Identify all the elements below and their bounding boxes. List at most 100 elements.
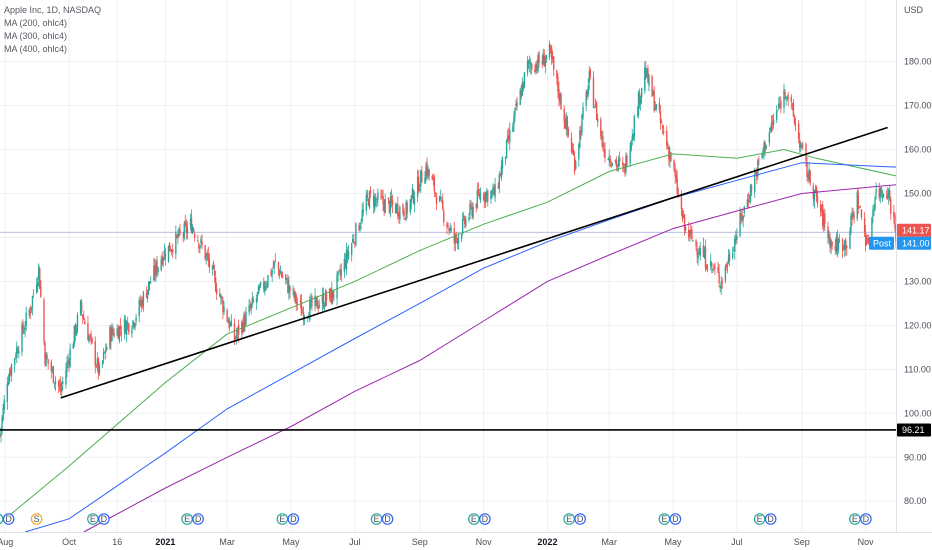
- event-marker-E[interactable]: E: [658, 513, 671, 525]
- trend-line[interactable]: [60, 126, 888, 399]
- event-marker-D[interactable]: D: [574, 513, 586, 525]
- event-marker-E[interactable]: E: [849, 513, 861, 525]
- candle-body: [743, 206, 745, 213]
- event-circle[interactable]: [98, 513, 110, 525]
- candle: [743, 205, 745, 218]
- event-circle[interactable]: [276, 513, 289, 525]
- candle-body: [322, 293, 325, 308]
- candle: [227, 317, 229, 323]
- candle: [162, 256, 164, 268]
- candle-body: [6, 384, 9, 403]
- candle-body: [874, 197, 876, 210]
- candle: [470, 200, 472, 210]
- candle: [424, 170, 426, 184]
- candle-body: [595, 102, 598, 120]
- event-marker-E[interactable]: E: [563, 513, 575, 525]
- candle-body: [52, 366, 55, 383]
- ma-200-legend[interactable]: MA (200, ohlc4): [4, 18, 68, 28]
- candle-body: [155, 262, 157, 276]
- ma-400-legend[interactable]: MA (400, ohlc4): [4, 44, 68, 54]
- candle-body: [391, 200, 394, 206]
- event-marker-D[interactable]: D: [287, 513, 300, 525]
- event-circle[interactable]: [860, 513, 872, 525]
- candle: [425, 161, 427, 183]
- event-marker-D[interactable]: D: [479, 513, 491, 525]
- event-circle[interactable]: [381, 513, 394, 525]
- event-circle[interactable]: [370, 513, 383, 525]
- candle-body: [273, 261, 275, 267]
- event-marker-D[interactable]: D: [860, 513, 872, 525]
- event-marker-D[interactable]: D: [192, 513, 204, 525]
- time-tick: Sep: [412, 537, 428, 547]
- candle: [381, 189, 383, 200]
- event-circle[interactable]: [30, 513, 43, 525]
- time-tick: 2021: [155, 537, 175, 547]
- event-marker-E[interactable]: E: [181, 513, 193, 525]
- candle-body: [204, 245, 206, 260]
- event-circle[interactable]: [468, 513, 480, 525]
- candle-body: [506, 135, 509, 140]
- candle-body: [808, 168, 810, 180]
- candle: [88, 333, 90, 344]
- candle: [786, 94, 788, 101]
- event-marker-E[interactable]: E: [87, 513, 99, 525]
- event-marker-D[interactable]: D: [764, 513, 777, 525]
- candle: [387, 197, 390, 205]
- event-circle[interactable]: [192, 513, 204, 525]
- candle: [688, 221, 690, 241]
- event-circle[interactable]: [479, 513, 491, 525]
- candle: [521, 77, 524, 97]
- candle: [270, 268, 272, 278]
- candle-body: [764, 142, 766, 151]
- ma-300-legend[interactable]: MA (300, ohlc4): [4, 31, 68, 41]
- event-circle[interactable]: [181, 513, 193, 525]
- candle: [768, 127, 771, 147]
- event-markers[interactable]: EDSEDEDEDEDEDEDEDEDED: [0, 513, 872, 525]
- candle: [369, 186, 372, 198]
- candle-body: [340, 269, 342, 277]
- event-circle[interactable]: [0, 513, 4, 525]
- candle-body: [333, 295, 335, 297]
- event-marker-E[interactable]: E: [370, 513, 383, 525]
- event-marker-E[interactable]: E: [468, 513, 480, 525]
- candle: [146, 289, 149, 303]
- event-circle[interactable]: [669, 513, 682, 525]
- candle-body: [72, 344, 74, 349]
- candle: [389, 191, 392, 218]
- price-axis[interactable]: USD80.0090.00100.00110.00120.00130.00140…: [896, 0, 932, 550]
- candle-body: [83, 317, 85, 320]
- event-marker-E[interactable]: E: [276, 513, 289, 525]
- event-letter: E: [757, 514, 763, 524]
- event-circle[interactable]: [764, 513, 777, 525]
- candle: [484, 191, 487, 209]
- candle-body: [428, 169, 430, 176]
- candle: [339, 264, 341, 281]
- candle: [560, 92, 562, 110]
- candle-body: [35, 285, 38, 292]
- event-letter: E: [852, 514, 858, 524]
- event-marker-E[interactable]: E: [0, 513, 4, 525]
- event-marker-S[interactable]: S: [30, 513, 43, 525]
- candle: [80, 298, 83, 316]
- candle: [394, 202, 397, 214]
- symbol-title[interactable]: Apple Inc, 1D, NASDAQ: [4, 5, 102, 15]
- candle-body: [802, 145, 804, 147]
- candle: [416, 169, 419, 203]
- candle-body: [29, 310, 32, 314]
- event-marker-D[interactable]: D: [381, 513, 394, 525]
- event-circle[interactable]: [574, 513, 586, 525]
- event-marker-E[interactable]: E: [753, 513, 766, 525]
- event-marker-D[interactable]: D: [2, 513, 15, 525]
- event-circle[interactable]: [287, 513, 300, 525]
- candle-body: [361, 211, 363, 222]
- event-circle[interactable]: [2, 513, 15, 525]
- trendline-drawings[interactable]: [0, 126, 896, 431]
- event-marker-D[interactable]: D: [98, 513, 110, 525]
- candle-body: [431, 175, 433, 180]
- event-marker-D[interactable]: D: [669, 513, 682, 525]
- candle: [16, 341, 18, 364]
- time-axis[interactable]: Aug Oct 16 2021 Mar May Jul Sep Nov 2022 Mar May Jul…: [0, 532, 932, 550]
- ma-line-1: [0, 148, 897, 524]
- candle: [235, 328, 238, 345]
